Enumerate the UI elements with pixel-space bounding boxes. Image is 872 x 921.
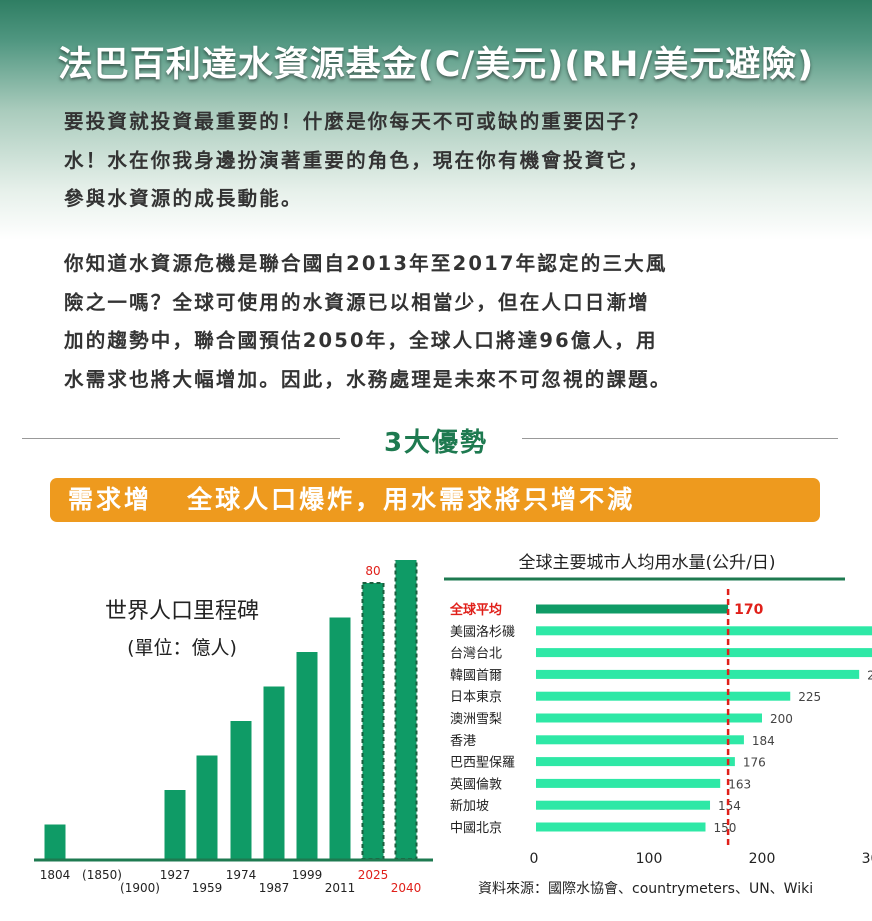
value-label: 184 (752, 734, 775, 748)
category-label: 新加坡 (450, 798, 489, 814)
value-label: 150 (714, 821, 737, 835)
usage-bar (536, 691, 791, 701)
population-bar (329, 617, 351, 859)
category-label: 台灣台北 (450, 647, 502, 662)
usage-bar (536, 669, 860, 679)
body-paragraph: 你知道水資源危機是聯合國自2013年至2017年認定的三大風 險之一嗎？全球可使… (64, 245, 672, 399)
population-chart: 世界人口里程碑 (單位：億人) 8090 1804(1850)(1900)192… (34, 560, 433, 895)
usage-bar (536, 822, 706, 832)
category-label: 香港 (450, 734, 476, 749)
x-tick-label: 2011 (325, 881, 356, 895)
category-label: 全球平均 (449, 602, 502, 618)
intro-paragraph: 要投資就投資最重要的！什麼是你每天不可或缺的重要因子？ 水！水在你我身邊扮演著重… (64, 103, 650, 219)
divider-right (522, 438, 838, 439)
usage-bar (536, 604, 729, 614)
value-label: 154 (718, 799, 741, 813)
x-tick-label: 0 (530, 851, 539, 867)
usage-bar (536, 648, 872, 658)
intro-line: 參與水資源的成長動能。 (64, 187, 303, 210)
chart-title: 全球主要城市人均用水量(公升/日) (519, 553, 776, 573)
x-tick-label: 300 (862, 851, 872, 867)
population-bar (164, 790, 186, 859)
category-label: 日本東京 (450, 689, 502, 705)
x-tick-label: 2025 (358, 868, 389, 882)
divider-left (22, 438, 340, 439)
body-line: 你知道水資源危機是聯合國自2013年至2017年認定的三大風 (64, 252, 668, 275)
population-bar (44, 824, 66, 859)
usage-bar (536, 626, 872, 636)
chart-subtitle: (單位：億人) (127, 637, 237, 659)
x-tick-label: 1959 (192, 881, 223, 895)
value-label: 200 (770, 712, 793, 726)
x-tick-label: 1927 (160, 868, 191, 882)
category-label: 澳洲雪梨 (450, 711, 502, 727)
x-tick-label: 100 (636, 851, 663, 867)
x-tick-label: (1900) (120, 881, 160, 895)
body-line: 險之一嗎？全球可使用的水資源已以相當少，但在人口日漸增 (64, 290, 650, 314)
category-label: 巴西聖保羅 (450, 756, 515, 771)
population-bar (230, 721, 252, 859)
bar-value-label: 80 (365, 564, 380, 578)
page-title: 法巴百利達水資源基金(C/美元)(RH/美元避險) (57, 45, 815, 85)
x-tick-label: 1999 (292, 868, 323, 882)
value-label: 163 (728, 777, 751, 791)
x-tick-label: (1850) (82, 868, 122, 882)
advantages-heading: 3大優勢 (383, 428, 489, 458)
value-label: 176 (743, 756, 766, 770)
body-line: 水需求也將大幅增加。因此，水務處理是未來不可忽視的課題。 (64, 367, 672, 391)
source-note: 資料來源：國際水協會、countrymeters、UN、Wiki (478, 881, 814, 897)
water-usage-chart: 全球主要城市人均用水量(公升/日) 全球平均170美國洛杉磯466台灣台北340… (444, 553, 872, 867)
value-label: 225 (798, 690, 821, 704)
usage-bar (536, 778, 721, 788)
population-bar (394, 560, 418, 860)
intro-line: 要投資就投資最重要的！什麼是你每天不可或缺的重要因子？ (64, 110, 650, 133)
x-tick-label: 200 (749, 851, 776, 867)
value-label: 286 (867, 668, 872, 682)
category-label: 英國倫敦 (450, 776, 502, 792)
usage-bar (536, 800, 711, 810)
category-label: 韓國首爾 (450, 668, 502, 683)
x-tick-label: 1804 (40, 868, 71, 882)
advantage-banner: 需求增 全球人口爆炸，用水需求將只增不減 (50, 478, 820, 522)
x-tick-label: 1987 (259, 881, 290, 895)
usage-bar (536, 713, 762, 723)
body-line: 加的趨勢中，聯合國預估2050年，全球人口將達96億人，用 (64, 329, 658, 352)
category-label: 中國北京 (450, 821, 502, 836)
value-label: 170 (734, 602, 763, 618)
population-bar (296, 652, 318, 859)
category-label: 美國洛杉磯 (450, 625, 515, 640)
usage-bar (536, 735, 744, 745)
x-tick-label: 1974 (226, 868, 257, 882)
population-bar (263, 686, 285, 859)
chart-title: 世界人口里程碑 (105, 599, 259, 624)
x-tick-label: 2040 (391, 881, 422, 895)
population-bar (361, 582, 385, 860)
population-bar (196, 755, 218, 859)
usage-bar (536, 757, 735, 767)
intro-line: 水！水在你我身邊扮演著重要的角色，現在你有機會投資它， (64, 148, 650, 172)
